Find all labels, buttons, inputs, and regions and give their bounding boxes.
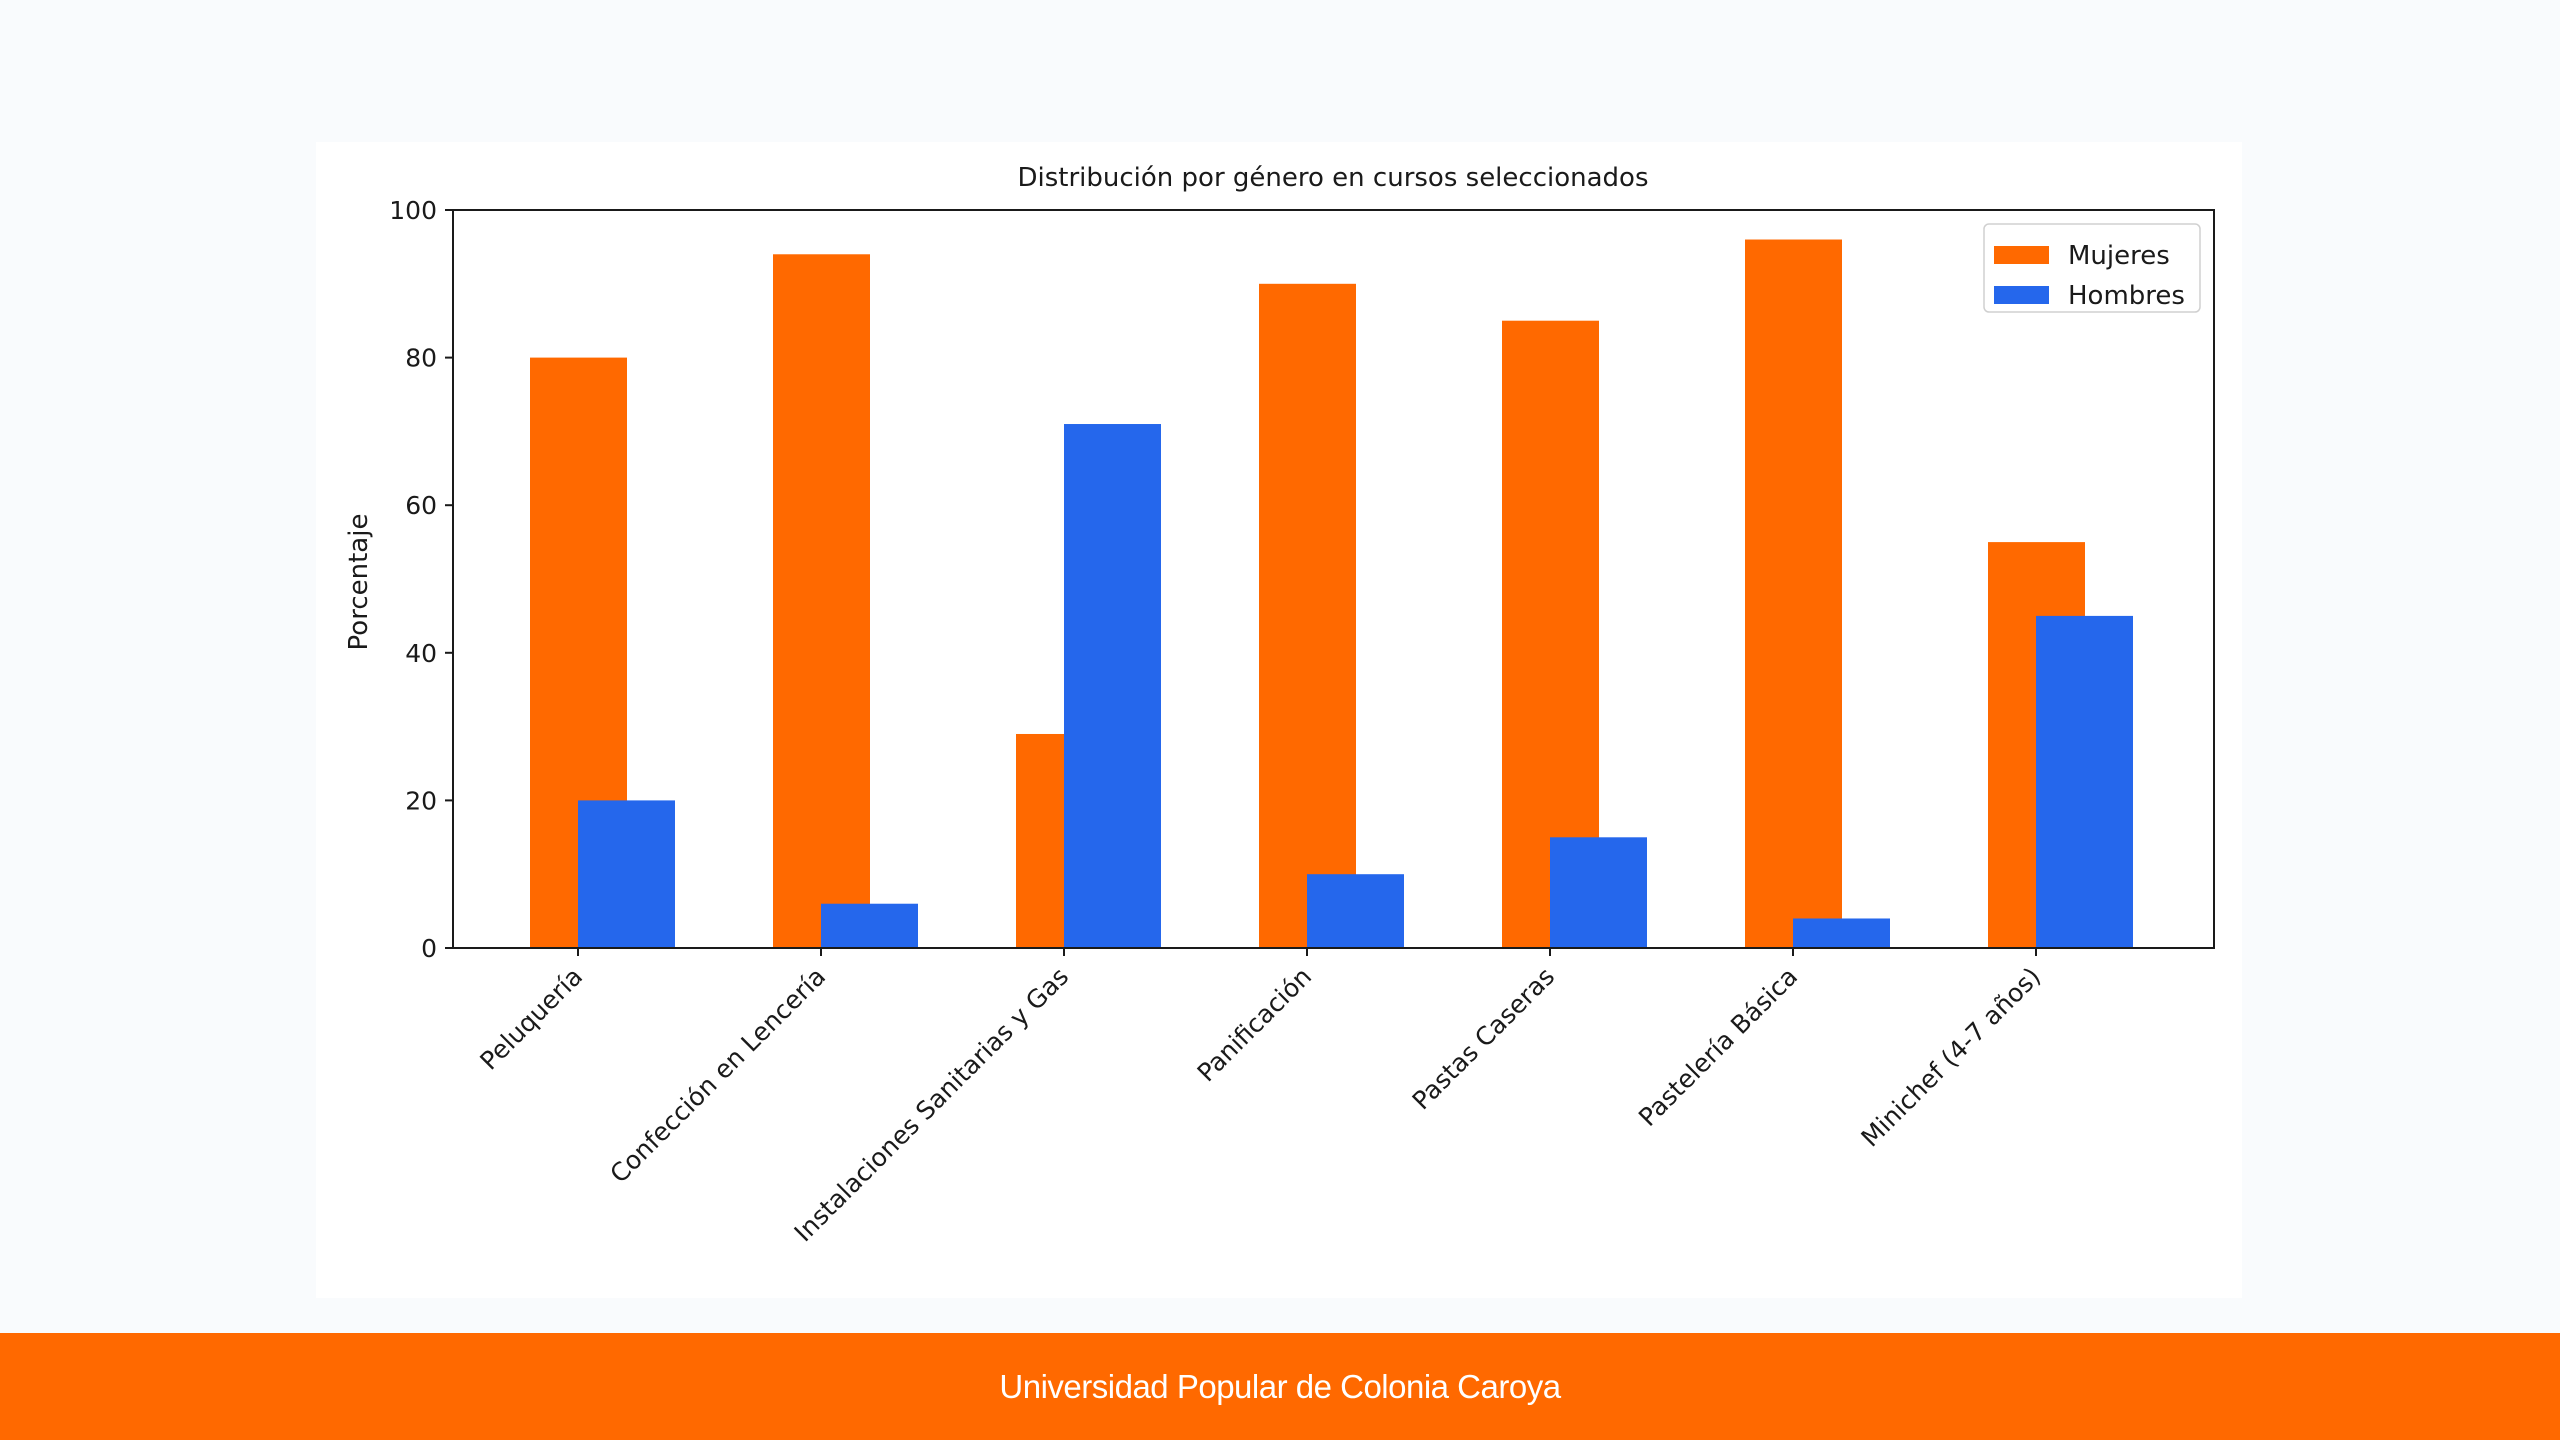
bar-hombres-4 <box>1550 837 1647 948</box>
footer-bar: Universidad Popular de Colonia Caroya <box>0 1333 2560 1440</box>
legend-swatch-mujeres <box>1994 246 2049 264</box>
x-tick-label: Instalaciones Sanitarias y Gas <box>789 962 1075 1248</box>
y-tick-label: 0 <box>421 934 437 963</box>
x-tick-label: Peluquería <box>474 962 588 1076</box>
chart-card: Distribución por género en cursos selecc… <box>316 142 2242 1298</box>
y-tick-label: 100 <box>389 196 437 225</box>
bar-mujeres-5 <box>1745 239 1842 948</box>
y-tick-label: 40 <box>405 639 437 668</box>
footer-text: Universidad Popular de Colonia Caroya <box>999 1367 1561 1405</box>
x-tick-label: Pastas Caseras <box>1407 962 1561 1116</box>
x-tick-label: Confección en Lencería <box>604 962 831 1189</box>
legend: Mujeres Hombres <box>1983 223 2201 313</box>
legend-label-hombres: Hombres <box>2068 281 2185 311</box>
legend-label-mujeres: Mujeres <box>2068 241 2170 271</box>
bar-mujeres-3 <box>1259 283 1356 948</box>
y-tick-label: 80 <box>405 344 437 373</box>
bars-layer <box>530 239 2133 949</box>
x-tick-label: Minichef (4-7 años) <box>1855 962 2046 1153</box>
plot-frame <box>452 209 2215 949</box>
y-tick-label: 20 <box>405 786 437 815</box>
x-tick-label: Pastelería Básica <box>1633 962 1803 1132</box>
y-tick-label: 60 <box>405 491 437 520</box>
y-axis-label: Porcentaje <box>344 514 374 651</box>
bar-hombres-1 <box>821 903 918 948</box>
bar-hombres-2 <box>1064 424 1161 948</box>
bar-mujeres-1 <box>773 254 870 948</box>
bar-hombres-6 <box>2036 615 2133 948</box>
legend-swatch-hombres <box>1994 286 2049 304</box>
bar-hombres-3 <box>1307 874 1404 948</box>
bar-hombres-0 <box>578 800 675 948</box>
x-tick-label: Panificación <box>1192 962 1318 1088</box>
bar-chart: Distribución por género en cursos selecc… <box>344 163 2215 1248</box>
chart-title: Distribución por género en cursos selecc… <box>1018 163 1649 193</box>
bar-hombres-5 <box>1793 918 1890 948</box>
